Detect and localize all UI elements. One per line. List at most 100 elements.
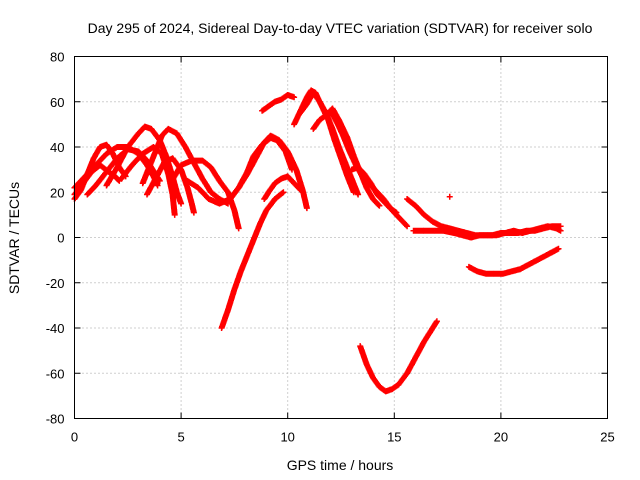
data-point-segment: [237, 253, 250, 275]
data-point: [446, 193, 453, 200]
data-point-segment: [274, 137, 288, 154]
data-point-segment: [348, 175, 362, 198]
data-point-segment: [387, 205, 400, 216]
data-point-segment: [291, 180, 304, 193]
data-point-segment: [284, 173, 297, 186]
series-arc-11: [227, 134, 295, 202]
data-point-segment: [346, 148, 359, 167]
data-point-segment: [284, 92, 298, 101]
data-point-segment: [92, 151, 109, 169]
data-point-segment: [235, 170, 250, 191]
data-point-segment: [199, 175, 214, 195]
series-arc-09: [167, 157, 242, 232]
series-arc-24: [446, 193, 453, 200]
y-tick-label: 0: [57, 231, 64, 246]
series-arc-20: [357, 318, 440, 395]
data-point-segment: [82, 163, 98, 180]
data-point-segment: [188, 200, 197, 216]
data-point-segment: [152, 133, 165, 155]
data-point-segment: [84, 183, 98, 198]
data-point-segment: [367, 180, 380, 197]
data-point-segment: [295, 102, 310, 119]
data-point-segment: [152, 161, 167, 182]
data-point-segment: [207, 164, 222, 183]
data-point-segment: [231, 207, 242, 232]
series-arc-13: [261, 173, 304, 202]
data-point-segment: [244, 154, 257, 175]
data-point-segment: [129, 151, 145, 169]
data-point-segment: [327, 107, 340, 124]
data-point-segment: [551, 245, 562, 255]
x-tick-label: 0: [71, 430, 78, 445]
data-point-segment: [231, 269, 244, 293]
series-arc-23: [465, 245, 562, 277]
data-point-segment: [331, 137, 344, 161]
series-arc-19: [348, 164, 400, 216]
data-point-segment: [144, 176, 158, 198]
data-point-segment: [363, 361, 376, 380]
data-point-segment: [370, 196, 383, 209]
data-point-segment: [173, 130, 188, 149]
data-point-segment: [329, 105, 342, 122]
x-tick-label: 25: [600, 430, 614, 445]
y-tick-label: 60: [50, 95, 64, 110]
y-axis-label: SDTVAR / TECUs: [6, 182, 22, 294]
data-point-segment: [412, 339, 427, 361]
data-point-segment: [216, 177, 231, 195]
data-point-segment: [412, 202, 427, 217]
data-point-segment: [397, 216, 411, 230]
data-point-segment: [103, 144, 120, 157]
data-point-segment: [333, 119, 346, 138]
data-point-segment: [218, 308, 231, 331]
data-point-segment: [167, 163, 184, 187]
chart-title: Day 295 of 2024, Sidereal Day-to-day VTE…: [88, 20, 593, 36]
data-point-segment: [169, 191, 178, 218]
series-arc-16: [295, 89, 357, 196]
data-point-segment: [257, 208, 269, 227]
x-tick-label: 10: [280, 430, 294, 445]
y-tick-label: -80: [46, 412, 65, 427]
data-point-segment: [225, 287, 237, 313]
data-point-segment: [124, 131, 141, 150]
data-point-segment: [250, 222, 263, 243]
y-tick-label: -40: [46, 321, 65, 336]
data-point-segment: [103, 165, 120, 189]
data-point-segment: [114, 145, 131, 171]
data-point-segment: [118, 163, 135, 182]
data-point-segment: [227, 185, 241, 202]
data-point-segment: [363, 184, 376, 201]
data-point-segment: [421, 211, 435, 224]
data-point-segment: [374, 191, 386, 204]
data-point-segment: [184, 184, 195, 206]
x-tick-label: 20: [494, 430, 508, 445]
data-point-segment: [355, 164, 367, 177]
x-tick-label: 5: [177, 430, 184, 445]
series-arc-22: [410, 223, 564, 241]
series-arc-14: [259, 92, 298, 114]
series-arc-12: [218, 189, 287, 331]
y-tick-label: 20: [50, 185, 64, 200]
grid: [74, 56, 608, 419]
x-axis-label: GPS time / hours: [287, 457, 394, 473]
data-point-segment: [338, 155, 350, 179]
data-point-segment: [344, 173, 357, 196]
data-point-segment: [404, 355, 418, 377]
data-point-segment: [421, 326, 435, 345]
data-points: [71, 87, 564, 395]
series-arc-18: [327, 107, 411, 230]
data-point-segment: [340, 132, 353, 154]
y-tick-label: -20: [46, 276, 65, 291]
data-point-segment: [184, 177, 201, 190]
data-point-segment: [103, 156, 120, 175]
data-point-segment: [146, 149, 159, 171]
data-point-segment: [395, 371, 410, 388]
data-point-segment: [357, 343, 370, 366]
data-point-segment: [139, 165, 152, 187]
x-tick-label: 15: [387, 430, 401, 445]
data-point-segment: [282, 148, 295, 173]
data-point-segment: [271, 189, 287, 202]
data-point-segment: [195, 184, 211, 202]
plot-frame: [74, 56, 608, 419]
data-point-segment: [380, 198, 393, 211]
